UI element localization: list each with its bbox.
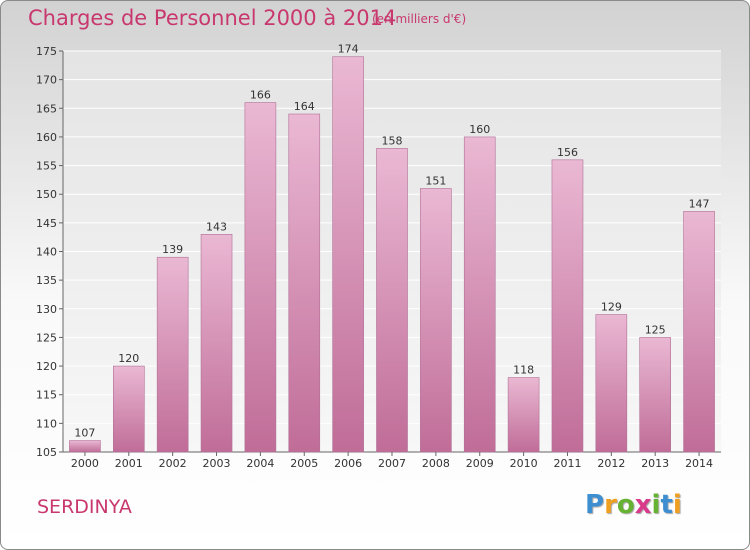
y-tick-label: 125 <box>36 331 57 344</box>
bar <box>113 365 145 453</box>
proxiti-logo: Proxiti <box>585 490 682 520</box>
y-tick-label: 110 <box>36 417 57 430</box>
data-label: 166 <box>250 89 271 102</box>
bar <box>288 113 321 453</box>
data-label: 158 <box>382 134 403 147</box>
logo-letter: o <box>616 490 635 520</box>
y-tick-label: 115 <box>36 389 57 402</box>
bar <box>683 211 715 453</box>
y-tick-label: 140 <box>36 246 57 259</box>
x-tick-label: 2008 <box>422 457 450 470</box>
data-label: 139 <box>162 243 183 256</box>
plot-area: 105 110 115 120 125 130 135 140 145 150 155 160 165 1… <box>36 43 721 470</box>
logo-letter: x <box>634 490 652 520</box>
bar <box>69 440 101 453</box>
bar <box>420 188 452 453</box>
chart-title: Charges de Personnel 2000 à 2014 <box>28 6 397 30</box>
bar <box>376 148 408 453</box>
data-label: 164 <box>294 100 315 113</box>
x-tick-label: 2009 <box>466 457 494 470</box>
x-tick-label: 2006 <box>334 457 362 470</box>
logo-letter: i <box>651 490 661 520</box>
logo-letter: t <box>660 490 673 520</box>
bar <box>200 234 233 453</box>
data-label: 118 <box>513 364 534 377</box>
bar <box>332 56 364 453</box>
y-tick-label: 105 <box>36 446 57 459</box>
data-label: 156 <box>557 146 578 159</box>
y-tick-label: 160 <box>36 131 57 144</box>
y-tick-label: 170 <box>36 74 57 87</box>
x-tick-label: 2002 <box>159 457 187 470</box>
logo-letter: P <box>585 490 605 520</box>
bar <box>595 314 628 453</box>
x-tick-label: 2012 <box>597 457 625 470</box>
logo-letter: i <box>672 490 682 520</box>
x-tick-label: 2007 <box>378 457 406 470</box>
data-label: 147 <box>689 197 710 210</box>
x-tick-label: 2000 <box>71 457 99 470</box>
logo-letter: r <box>604 490 617 520</box>
x-tick-label: 2003 <box>203 457 231 470</box>
x-tick-label: 2001 <box>115 457 143 470</box>
x-tick-label: 2010 <box>510 457 538 470</box>
data-label: 120 <box>118 352 139 365</box>
data-label: 174 <box>338 43 359 56</box>
y-tick-label: 135 <box>36 274 57 287</box>
x-tick-label: 2011 <box>553 457 581 470</box>
y-tick-label: 150 <box>36 188 57 201</box>
data-label: 125 <box>645 323 666 336</box>
bar <box>244 102 277 453</box>
chart-unit: (en milliers d'€) <box>372 12 467 26</box>
data-label: 143 <box>206 220 227 233</box>
bar <box>639 337 672 453</box>
bar <box>551 159 584 453</box>
bar <box>463 136 496 453</box>
data-label: 160 <box>469 123 490 136</box>
y-tick-label: 120 <box>36 360 57 373</box>
y-tick-label: 155 <box>36 160 57 173</box>
data-label: 129 <box>601 301 622 314</box>
x-tick-label: 2005 <box>290 457 318 470</box>
commune-name: SERDINYA <box>37 496 132 518</box>
data-label: 151 <box>425 174 446 187</box>
y-tick-label: 145 <box>36 217 57 230</box>
bar <box>507 377 540 453</box>
y-tick-label: 130 <box>36 303 57 316</box>
x-tick-label: 2013 <box>641 457 669 470</box>
x-tick-label: 2014 <box>685 457 713 470</box>
x-tick-label: 2004 <box>246 457 274 470</box>
y-tick-label: 165 <box>36 102 57 115</box>
bar <box>156 256 189 453</box>
y-tick-label: 175 <box>36 45 57 58</box>
data-label: 107 <box>74 427 95 440</box>
